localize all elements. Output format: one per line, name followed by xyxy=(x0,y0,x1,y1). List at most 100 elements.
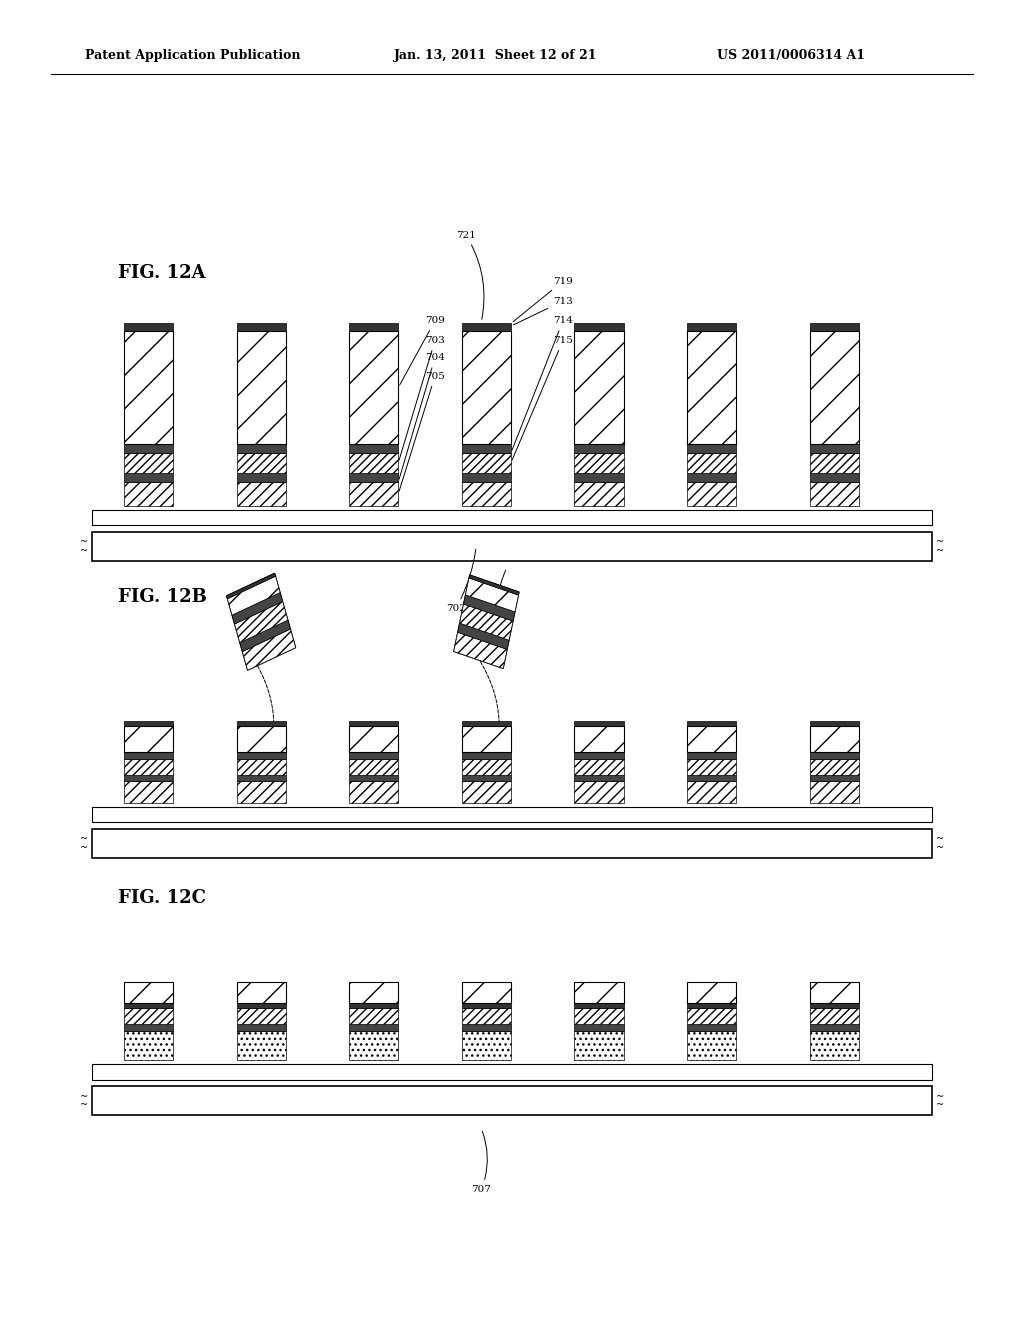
Bar xyxy=(92,510,932,525)
Bar xyxy=(687,775,736,781)
Bar xyxy=(237,1003,286,1008)
Text: Patent Application Publication: Patent Application Publication xyxy=(85,49,300,62)
Bar xyxy=(462,1008,511,1024)
Bar xyxy=(687,482,736,506)
Text: 702: 702 xyxy=(445,549,476,614)
Bar xyxy=(92,1086,932,1115)
Bar xyxy=(574,759,624,775)
Bar xyxy=(574,1003,624,1008)
Text: 719: 719 xyxy=(513,277,572,322)
Bar xyxy=(240,620,291,652)
Bar xyxy=(124,482,173,506)
Bar xyxy=(124,323,173,331)
Text: 721: 721 xyxy=(456,231,484,319)
Bar xyxy=(687,331,736,444)
Bar xyxy=(687,444,736,453)
Bar xyxy=(574,775,624,781)
Text: ~
~: ~ ~ xyxy=(936,537,944,556)
Bar xyxy=(687,726,736,752)
Bar xyxy=(810,473,859,482)
Bar xyxy=(237,453,286,473)
Bar xyxy=(237,775,286,781)
Bar xyxy=(349,473,398,482)
Text: ~
~: ~ ~ xyxy=(80,1092,88,1110)
Text: 714: 714 xyxy=(512,317,572,450)
Bar xyxy=(574,482,624,506)
Bar xyxy=(124,331,173,444)
Bar xyxy=(687,473,736,482)
Bar xyxy=(462,721,511,726)
Bar xyxy=(226,573,275,599)
Bar xyxy=(349,721,398,726)
Bar xyxy=(462,982,511,1003)
Bar xyxy=(462,482,511,506)
Bar xyxy=(454,632,507,668)
Bar xyxy=(232,593,283,624)
Bar xyxy=(462,323,511,331)
Bar xyxy=(237,473,286,482)
Bar xyxy=(227,577,281,615)
Bar xyxy=(462,759,511,775)
Bar xyxy=(124,775,173,781)
Bar xyxy=(462,473,511,482)
Bar xyxy=(458,623,509,649)
Text: 709: 709 xyxy=(399,317,444,385)
Bar xyxy=(92,807,932,822)
Bar xyxy=(237,721,286,726)
Bar xyxy=(234,602,288,643)
Bar xyxy=(92,532,932,561)
Bar xyxy=(687,1024,736,1031)
Bar xyxy=(687,1003,736,1008)
Bar xyxy=(124,1008,173,1024)
Bar xyxy=(687,781,736,803)
Bar xyxy=(574,1008,624,1024)
Bar xyxy=(237,982,286,1003)
Bar xyxy=(124,721,173,726)
Bar xyxy=(349,1003,398,1008)
Bar xyxy=(349,1008,398,1024)
Bar xyxy=(92,1064,932,1080)
Text: 703: 703 xyxy=(399,337,444,459)
Bar xyxy=(687,752,736,759)
Bar xyxy=(810,726,859,752)
Bar xyxy=(462,444,511,453)
Bar xyxy=(810,759,859,775)
Bar xyxy=(349,781,398,803)
Bar xyxy=(574,781,624,803)
Bar xyxy=(810,1003,859,1008)
Bar xyxy=(124,453,173,473)
Bar xyxy=(687,1031,736,1060)
Bar xyxy=(92,829,932,858)
Bar xyxy=(237,482,286,506)
Bar xyxy=(810,781,859,803)
Bar xyxy=(810,453,859,473)
Bar xyxy=(687,453,736,473)
Bar xyxy=(810,331,859,444)
Bar xyxy=(124,1031,173,1060)
Bar xyxy=(237,1024,286,1031)
Text: FIG. 12C: FIG. 12C xyxy=(118,888,206,907)
Bar xyxy=(462,781,511,803)
Bar xyxy=(462,726,511,752)
Bar xyxy=(574,473,624,482)
Bar xyxy=(462,331,511,444)
Text: 707: 707 xyxy=(471,1131,492,1195)
Bar xyxy=(349,726,398,752)
Bar xyxy=(243,630,296,671)
Bar xyxy=(349,759,398,775)
Text: 713: 713 xyxy=(513,297,572,325)
Bar xyxy=(810,482,859,506)
Bar xyxy=(462,775,511,781)
Bar xyxy=(687,1008,736,1024)
Bar xyxy=(237,444,286,453)
Bar xyxy=(124,781,173,803)
Bar xyxy=(349,1031,398,1060)
Bar xyxy=(810,1031,859,1060)
Text: ~
~: ~ ~ xyxy=(936,834,944,853)
Bar xyxy=(237,759,286,775)
Bar xyxy=(810,444,859,453)
Bar xyxy=(574,453,624,473)
Bar xyxy=(349,982,398,1003)
Bar xyxy=(687,323,736,331)
Bar xyxy=(810,1008,859,1024)
